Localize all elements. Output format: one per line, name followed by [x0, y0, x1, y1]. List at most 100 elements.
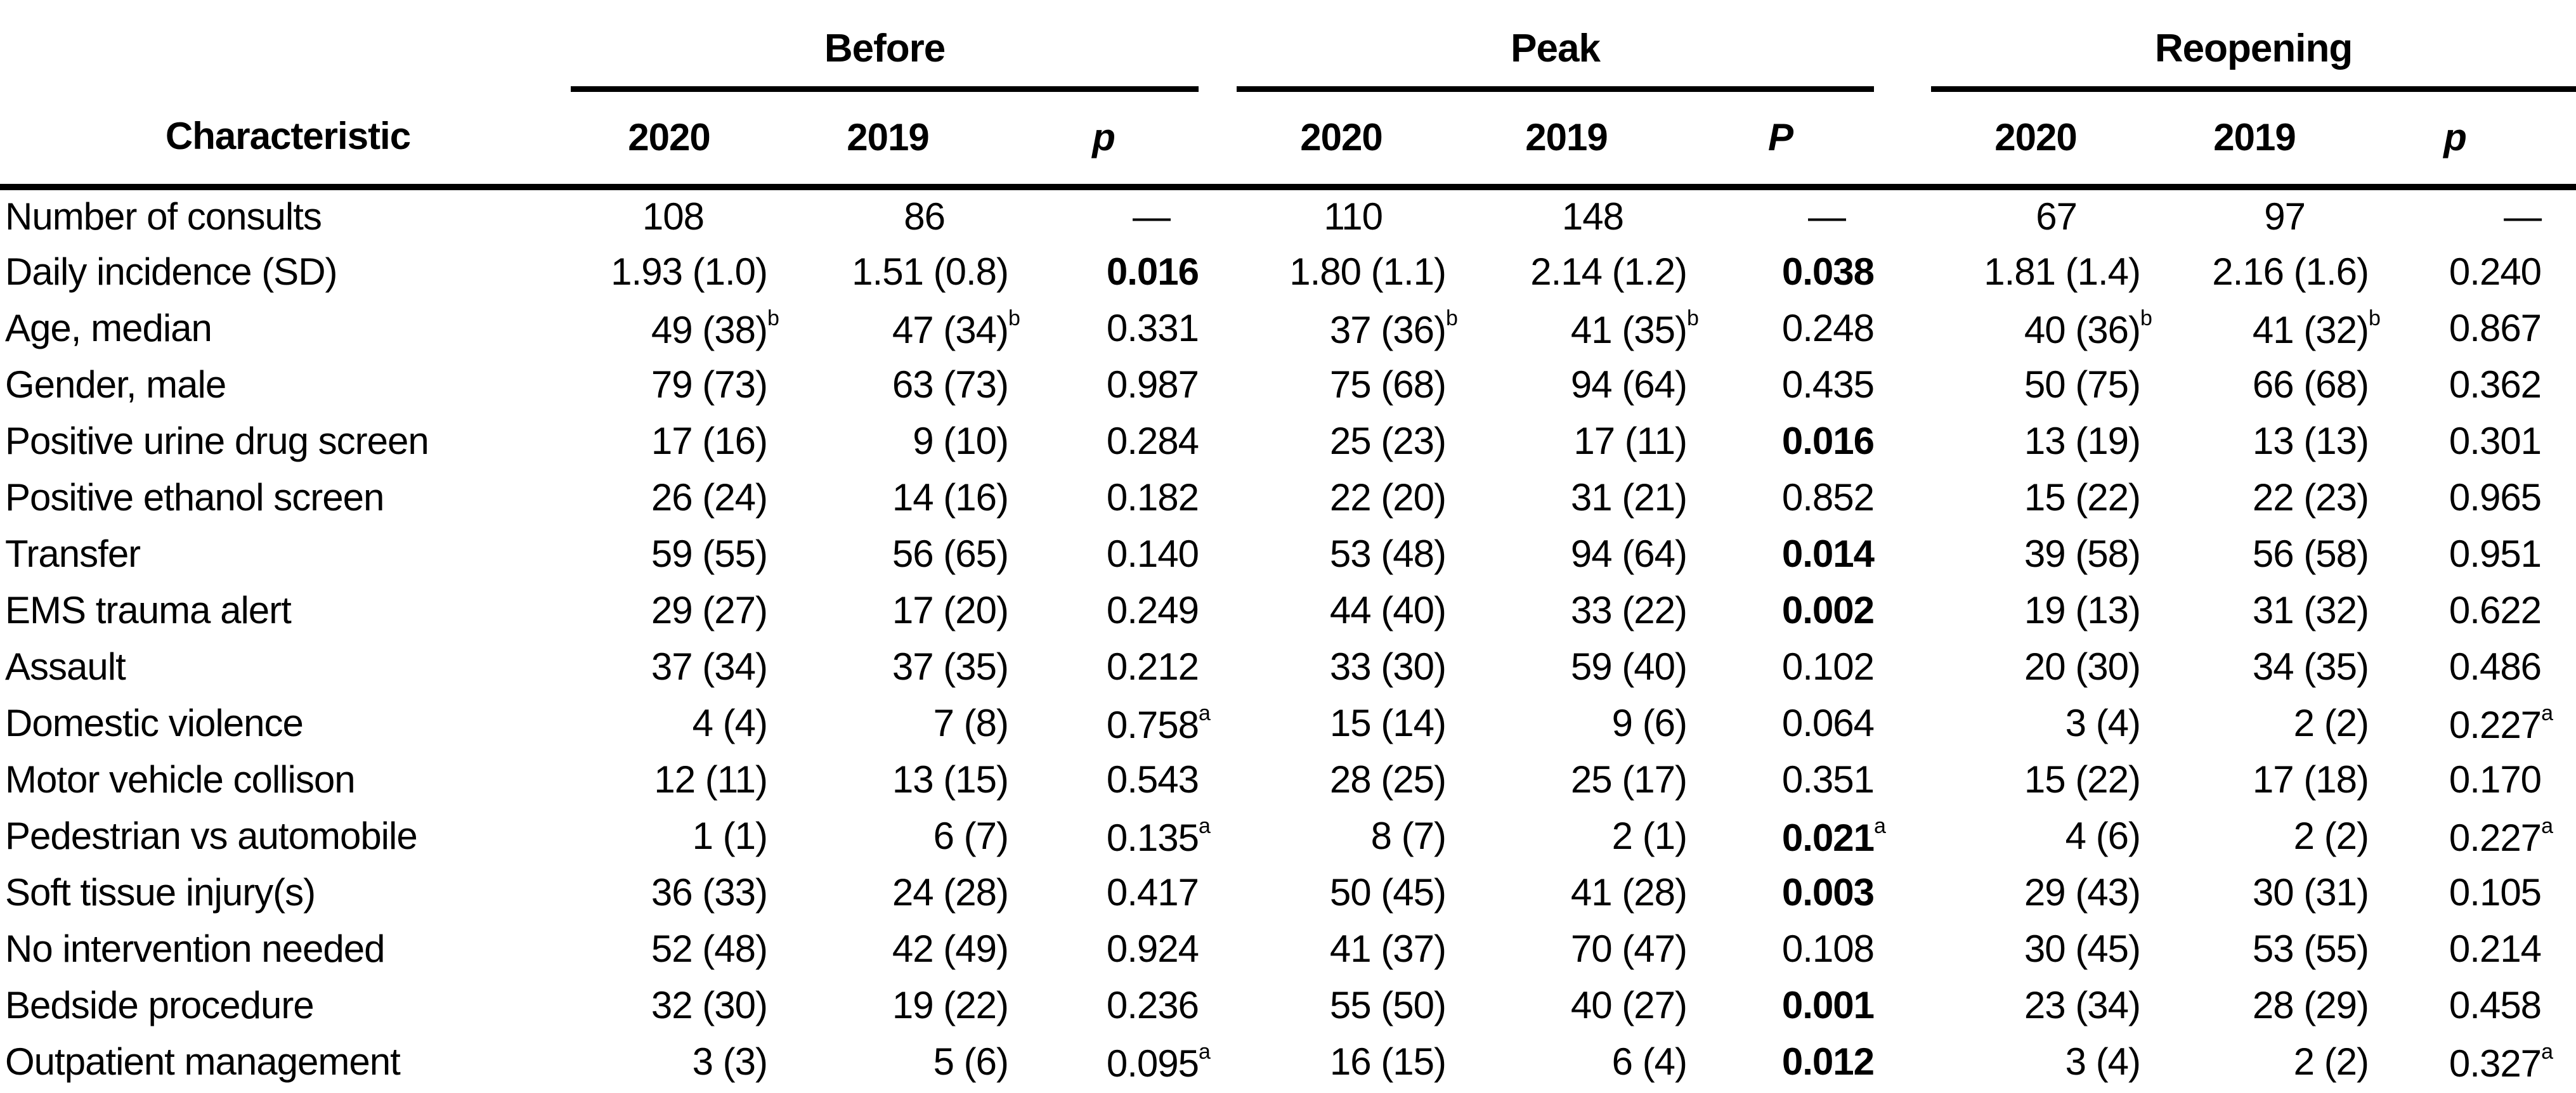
- table-cell: 0.212: [1106, 645, 1199, 688]
- table-cell: 53 (55): [2252, 927, 2369, 970]
- table-cell: 0.227a: [2449, 813, 2553, 859]
- table-cell: 79 (73): [651, 363, 768, 406]
- table-cell: 0.435: [1781, 363, 1875, 406]
- table-cell: 41 (32)b: [2252, 306, 2381, 351]
- column-gap: [1199, 751, 1237, 808]
- table-cell: 13 (15): [892, 758, 1009, 801]
- row-label: Outpatient management: [5, 1040, 401, 1083]
- table-cell: 30 (45): [2024, 927, 2141, 970]
- table-cell: 67: [2036, 195, 2078, 238]
- characteristic-header: Characteristic: [0, 89, 571, 190]
- table-cell: 0.301: [2449, 419, 2542, 462]
- col-header-reopening-2019: 2019: [2140, 89, 2369, 190]
- table-cell: 0.214: [2449, 927, 2542, 970]
- table-cell: 25 (23): [1329, 419, 1447, 462]
- table-cell: 3 (4): [2065, 1040, 2141, 1083]
- table-cell: 0.965: [2449, 475, 2542, 519]
- col-header-peak-p: P: [1687, 89, 1875, 190]
- table-cell: 17 (18): [2252, 758, 2369, 801]
- table-cell: 0.543: [1106, 758, 1199, 801]
- table-cell: 0.095a: [1106, 1039, 1211, 1085]
- column-gap: [1199, 977, 1237, 1033]
- table-cell: 22 (23): [2252, 475, 2369, 519]
- column-gap: [1199, 356, 1237, 413]
- table-cell: 2 (2): [2293, 1040, 2369, 1083]
- table-cell: 0.852: [1781, 475, 1875, 519]
- table-cell: 40 (36)b: [2024, 306, 2152, 351]
- table-cell: 47 (34)b: [892, 306, 1020, 351]
- table-cell: 36 (33): [651, 870, 768, 914]
- table-body: Number of consults 108 86 — 110 148 — 67 97 — Dail…: [0, 187, 2576, 1090]
- column-gap: [1874, 751, 1931, 808]
- table-row: Gender, male 79 (73) 63 (73) 0.987 75 (68) 94…: [0, 356, 2576, 413]
- table-cell: 0.135a: [1106, 813, 1211, 859]
- group-gap: [1199, 0, 1237, 89]
- table-cell: 108: [642, 195, 705, 238]
- table-cell: 0.249: [1106, 588, 1199, 631]
- table-cell: 66 (68): [2252, 363, 2369, 406]
- table-cell: 2 (2): [2293, 814, 2369, 857]
- column-gap: [1874, 89, 1932, 190]
- table-cell: 15 (22): [2024, 475, 2141, 519]
- table-cell: 0.002: [1781, 588, 1875, 631]
- table-cell: 0.351: [1781, 758, 1875, 801]
- table-cell: 29 (43): [2024, 870, 2141, 914]
- group-header-before: Before: [571, 0, 1199, 92]
- table-cell: 0.327a: [2449, 1039, 2553, 1085]
- column-gap: [1874, 243, 1931, 300]
- col-header-before-p: p: [1008, 89, 1199, 190]
- column-gap: [1199, 89, 1237, 190]
- table-cell: 29 (27): [651, 588, 768, 631]
- table-cell: 33 (22): [1570, 588, 1688, 631]
- table-row: Transfer 59 (55) 56 (65) 0.140 53 (48) 94 (64…: [0, 526, 2576, 582]
- row-label: Positive ethanol screen: [5, 475, 384, 519]
- group-header-row: Before Peak Reopening: [0, 0, 2576, 92]
- table-cell: 63 (73): [892, 363, 1009, 406]
- row-label: No intervention needed: [5, 927, 385, 970]
- table-cell: 110: [1324, 195, 1383, 238]
- table-cell: 40 (27): [1570, 983, 1688, 1026]
- table-cell: 28 (25): [1329, 758, 1447, 801]
- table-row: No intervention needed 52 (48) 42 (49) 0.92…: [0, 921, 2576, 977]
- table-cell: 16 (15): [1329, 1040, 1447, 1083]
- row-label: Positive urine drug screen: [5, 419, 429, 462]
- column-gap: [1199, 469, 1237, 526]
- table-cell: 94 (64): [1570, 363, 1688, 406]
- table-row: Motor vehicle collison 12 (11) 13 (15) 0.54…: [0, 751, 2576, 808]
- column-gap: [1874, 1033, 1931, 1090]
- table-cell: 9 (6): [1611, 701, 1688, 744]
- table-cell: 15 (22): [2024, 758, 2141, 801]
- table-cell: 0.108: [1781, 927, 1875, 970]
- col-header-peak-2019: 2019: [1446, 89, 1688, 190]
- row-label: Daily incidence (SD): [5, 250, 338, 293]
- column-gap: [1199, 243, 1237, 300]
- table-cell: 34 (35): [2252, 645, 2369, 688]
- table-cell: 2.16 (1.6): [2212, 250, 2369, 293]
- table-cell: 94 (64): [1570, 532, 1688, 575]
- table-cell: —: [2504, 195, 2542, 238]
- table-cell: 15 (14): [1329, 701, 1447, 744]
- table-cell: 41 (35)b: [1570, 306, 1699, 351]
- row-label: Motor vehicle collison: [5, 758, 356, 801]
- table-cell: 17 (11): [1573, 419, 1688, 462]
- table-cell: 17 (16): [651, 419, 768, 462]
- row-label: Assault: [5, 645, 126, 688]
- table-cell: 0.016: [1106, 250, 1199, 293]
- table-row: Assault 37 (34) 37 (35) 0.212 33 (30) 59 (40)…: [0, 638, 2576, 695]
- column-gap: [1874, 582, 1931, 638]
- row-label: Age, median: [5, 306, 212, 349]
- column-gap: [1874, 413, 1931, 469]
- table-cell: 0.486: [2449, 645, 2542, 688]
- column-gap: [1874, 356, 1931, 413]
- table-row: Daily incidence (SD) 1.93 (1.0) 1.51 (0.8)…: [0, 243, 2576, 300]
- table-cell: 24 (28): [892, 870, 1009, 914]
- table-cell: 41 (28): [1570, 870, 1688, 914]
- table-row: Positive urine drug screen 17 (16) 9 (10) 0…: [0, 413, 2576, 469]
- table-cell: 59 (55): [651, 532, 768, 575]
- column-gap: [1199, 582, 1237, 638]
- table-cell: 37 (36)b: [1329, 306, 1458, 351]
- table-cell: 0.227a: [2449, 701, 2553, 746]
- table-cell: 0.038: [1781, 250, 1875, 293]
- table-row: Soft tissue injury(s) 36 (33) 24 (28) 0.417…: [0, 864, 2576, 921]
